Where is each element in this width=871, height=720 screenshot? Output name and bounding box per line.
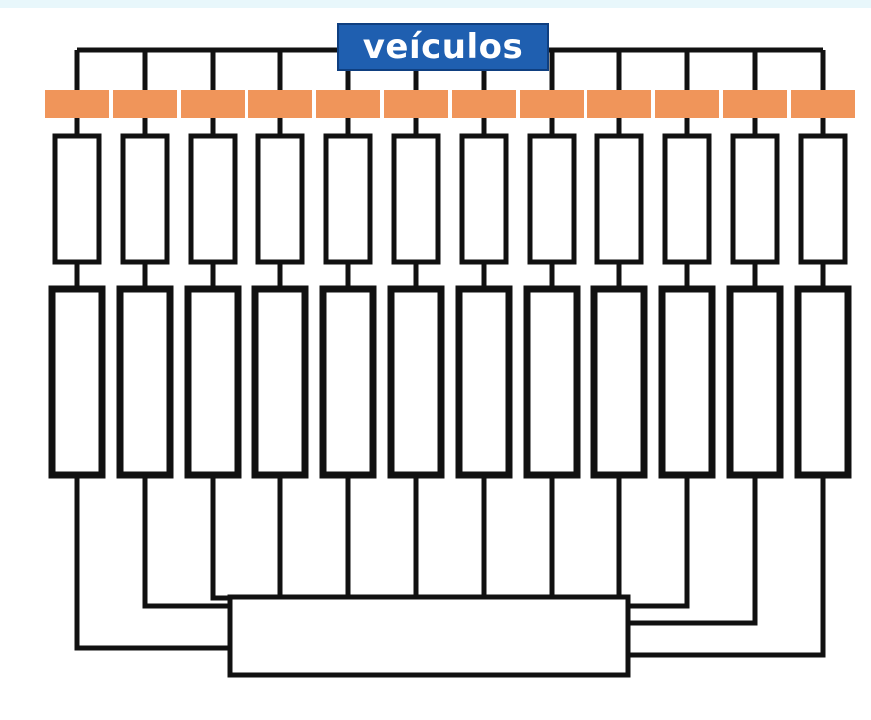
upper-box-1 <box>52 133 102 265</box>
upper-box-8 <box>527 133 577 265</box>
base-box <box>227 594 631 678</box>
upper-box-9 <box>594 133 644 265</box>
tab-7 <box>452 90 516 118</box>
tab-8 <box>520 90 584 118</box>
tab-9 <box>587 90 651 118</box>
title-label: veículos <box>362 27 524 67</box>
upper-box-10 <box>662 133 712 265</box>
tab-4 <box>248 90 312 118</box>
title-banner: veículos <box>337 23 549 71</box>
lower-box-1 <box>48 285 106 479</box>
upper-box-3 <box>188 133 238 265</box>
lower-box-10 <box>658 285 716 479</box>
lower-box-7 <box>455 285 513 479</box>
lower-box-9 <box>590 285 648 479</box>
lower-box-5 <box>319 285 377 479</box>
drop-wire-2 <box>142 480 230 609</box>
upper-box-11 <box>730 133 780 265</box>
tab-3 <box>181 90 245 118</box>
tab-11 <box>723 90 787 118</box>
lower-box-11 <box>726 285 784 479</box>
top-strip <box>0 0 871 8</box>
drop-wire-3 <box>210 480 230 601</box>
drop-wire-12 <box>628 480 826 658</box>
upper-box-6 <box>391 133 441 265</box>
lower-box-6 <box>387 285 445 479</box>
tab-6 <box>384 90 448 118</box>
upper-box-12 <box>798 133 848 265</box>
tab-row <box>45 90 855 118</box>
lower-box-12 <box>794 285 852 479</box>
lower-box-4 <box>251 285 309 479</box>
tab-5 <box>316 90 380 118</box>
upper-box-4 <box>255 133 305 265</box>
upper-box-5 <box>323 133 373 265</box>
drop-wire-11 <box>628 480 758 626</box>
lower-box-8 <box>523 285 581 479</box>
tab-10 <box>655 90 719 118</box>
upper-box-row <box>52 133 848 265</box>
drop-wire-1 <box>74 480 230 651</box>
upper-box-7 <box>459 133 509 265</box>
lower-box-3 <box>184 285 242 479</box>
tab-1 <box>45 90 109 118</box>
upper-box-2 <box>120 133 170 265</box>
drop-wire-10 <box>628 480 690 609</box>
tab-12 <box>791 90 855 118</box>
lower-box-row <box>48 285 852 479</box>
tab-2 <box>113 90 177 118</box>
lower-box-2 <box>116 285 174 479</box>
